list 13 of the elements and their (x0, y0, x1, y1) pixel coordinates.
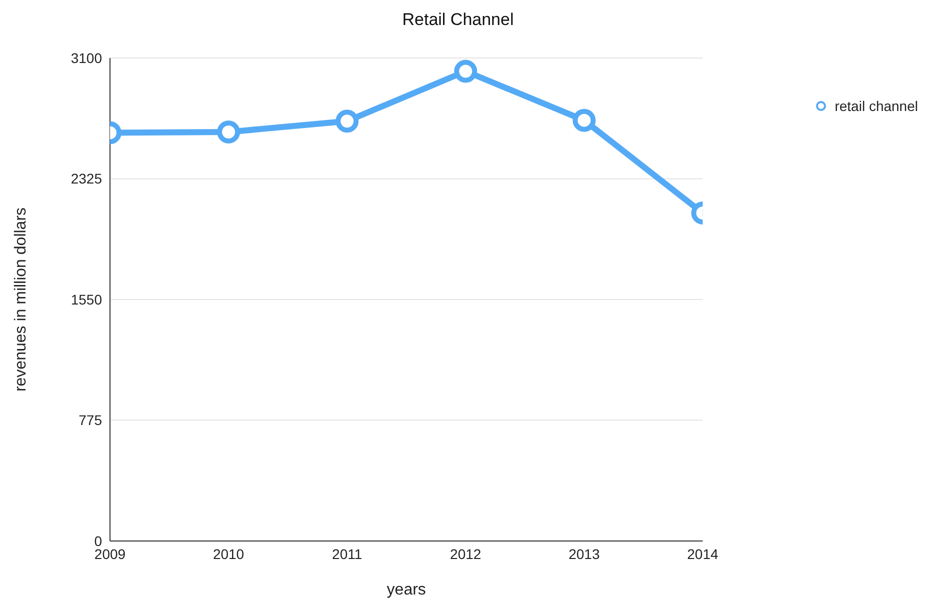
y-tick-label: 775 (78, 412, 102, 428)
legend-label: retail channel (834, 98, 918, 114)
y-tick-label: 1550 (70, 291, 102, 308)
x-axis-title: years (386, 581, 426, 598)
x-tick-label: 2013 (568, 546, 600, 562)
x-tick-label: 2010 (212, 546, 244, 562)
y-tick-label: 3100 (70, 50, 102, 66)
y-axis-title: revenues in million dollars (12, 207, 30, 392)
x-tick-label: 2014 (687, 546, 718, 562)
x-tick-label: 2011 (332, 546, 362, 562)
chart-title: Retail Channel (401, 10, 515, 30)
x-tick-label: 2012 (450, 546, 482, 562)
y-tick-label: 2325 (70, 170, 102, 187)
